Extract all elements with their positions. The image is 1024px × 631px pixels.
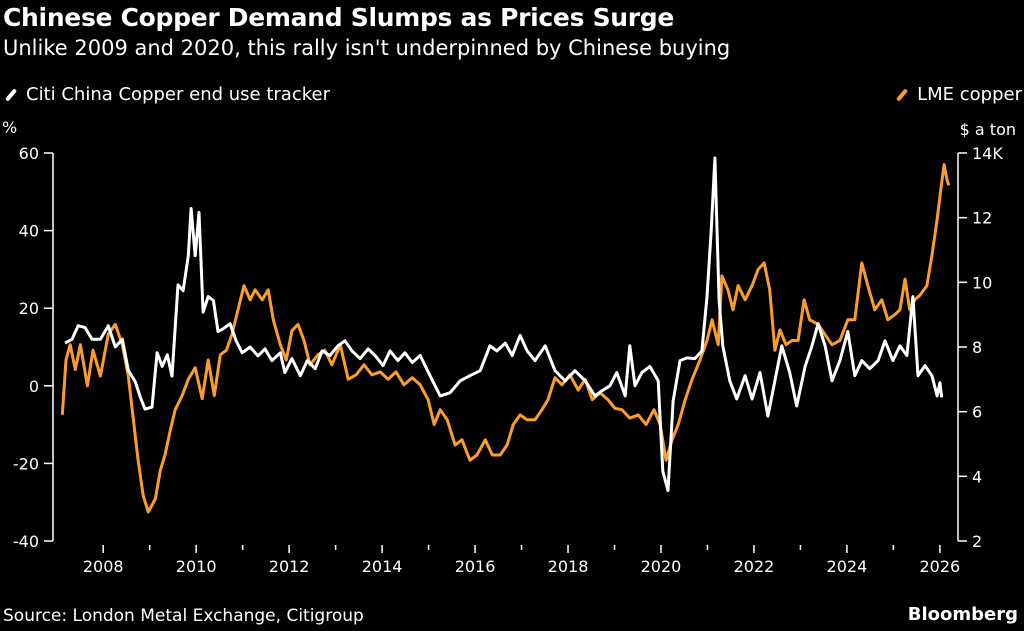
legend-item-tracker: Citi China Copper end use tracker — [4, 84, 330, 105]
left-tick-label: 20 — [19, 299, 39, 318]
x-tick-label: 2024 — [827, 557, 868, 576]
x-tick-label: 2008 — [83, 557, 124, 576]
right-tick-label: 4 — [972, 467, 982, 486]
chart-title: Chinese Copper Demand Slumps as Prices S… — [3, 3, 675, 32]
right-tick-label: 8 — [972, 338, 982, 357]
x-tick-label: 2012 — [269, 557, 310, 576]
x-tick-label: 2022 — [734, 557, 775, 576]
left-tick-label: -40 — [13, 532, 39, 551]
x-tick-label: 2018 — [548, 557, 589, 576]
x-tick-label: 2014 — [362, 557, 403, 576]
x-tick-label: 2026 — [920, 557, 961, 576]
source-note: Source: London Metal Exchange, Citigroup — [3, 606, 364, 626]
left-tick-label: 40 — [19, 222, 39, 241]
right-tick-label: 6 — [972, 403, 982, 422]
right-tick-label: 14K — [972, 144, 1003, 163]
x-tick-label: 2020 — [641, 557, 682, 576]
left-axis-unit: % — [2, 118, 18, 137]
left-tick-label: -20 — [13, 454, 39, 473]
legend-label: LME copper — [917, 84, 1022, 105]
x-tick-label: 2010 — [176, 557, 217, 576]
right-tick-label: 10 — [972, 273, 992, 292]
series-line-tracker — [64, 156, 944, 493]
left-tick-label: 60 — [19, 144, 39, 163]
legend-item-lme: LME copper — [895, 84, 1022, 105]
right-tick-label: 2 — [972, 532, 982, 551]
right-axis-unit: $ a ton — [959, 120, 1016, 139]
left-tick-label: 0 — [29, 377, 39, 396]
series-line-lme-copper — [60, 163, 951, 514]
right-tick-label: 12 — [972, 209, 992, 228]
legend-label: Citi China Copper end use tracker — [26, 84, 330, 105]
chart-subtitle: Unlike 2009 and 2020, this rally isn't u… — [3, 36, 731, 60]
bloomberg-logo: Bloomberg — [907, 604, 1018, 625]
x-tick-label: 2016 — [455, 557, 496, 576]
